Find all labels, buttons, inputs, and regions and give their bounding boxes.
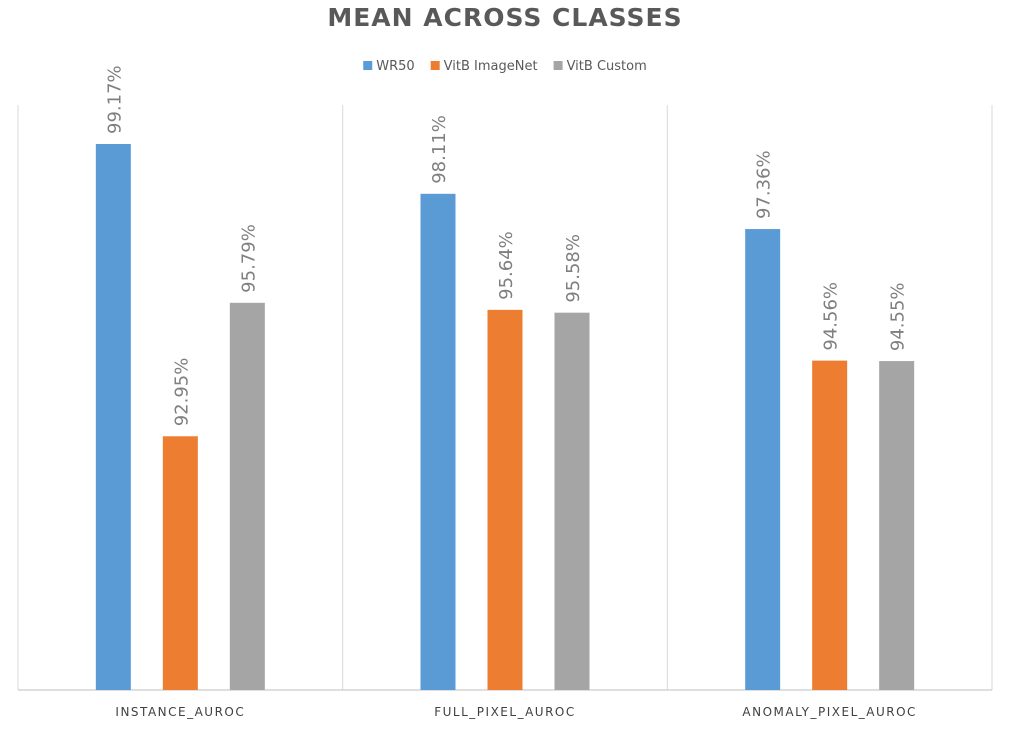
data-label: 95.79% bbox=[238, 224, 259, 293]
legend: WR50 VitB ImageNet VitB Custom bbox=[363, 59, 647, 74]
data-label: 95.64% bbox=[496, 231, 517, 300]
data-label: 98.11% bbox=[429, 115, 450, 184]
bar-wr50-full-pixel-auroc bbox=[420, 193, 456, 690]
bar-vitb-imagenet-anomaly-pixel-auroc bbox=[812, 360, 848, 690]
bar-vitb-imagenet-instance-auroc bbox=[162, 436, 198, 690]
legend-label: VitB ImageNet bbox=[444, 59, 538, 74]
data-label: 97.36% bbox=[754, 150, 775, 219]
data-label: 99.17% bbox=[104, 65, 125, 134]
legend-swatch bbox=[553, 61, 563, 70]
legend-label: WR50 bbox=[376, 59, 414, 74]
bar-vitb-custom-full-pixel-auroc bbox=[554, 312, 590, 690]
data-label: 94.55% bbox=[888, 282, 909, 351]
legend-item: VitB Custom bbox=[553, 59, 647, 74]
bar-vitb-imagenet-full-pixel-auroc bbox=[487, 309, 523, 690]
data-label: 95.58% bbox=[563, 234, 584, 303]
legend-item: VitB ImageNet bbox=[430, 59, 538, 74]
bar-vitb-custom-anomaly-pixel-auroc bbox=[879, 361, 915, 690]
data-label: 94.56% bbox=[821, 282, 842, 351]
category-label: INSTANCE_AUROC bbox=[115, 705, 245, 719]
plot-area: 99.17% 92.95% 95.79% INSTANCE_AUROC 98.11% 95… bbox=[17, 65, 993, 719]
chart-title: MEAN ACROSS CLASSES bbox=[327, 3, 682, 32]
legend-label: VitB Custom bbox=[567, 59, 647, 74]
legend-swatch bbox=[363, 61, 373, 70]
bar-wr50-anomaly-pixel-auroc bbox=[745, 229, 781, 690]
category-label: FULL_PIXEL_AUROC bbox=[434, 705, 575, 719]
bar-wr50-instance-auroc bbox=[95, 144, 131, 690]
legend-swatch bbox=[430, 61, 440, 70]
category-label: ANOMALY_PIXEL_AUROC bbox=[742, 705, 917, 719]
data-label: 92.95% bbox=[171, 358, 192, 427]
bar-vitb-custom-instance-auroc bbox=[229, 302, 265, 690]
legend-item: WR50 bbox=[363, 59, 415, 74]
